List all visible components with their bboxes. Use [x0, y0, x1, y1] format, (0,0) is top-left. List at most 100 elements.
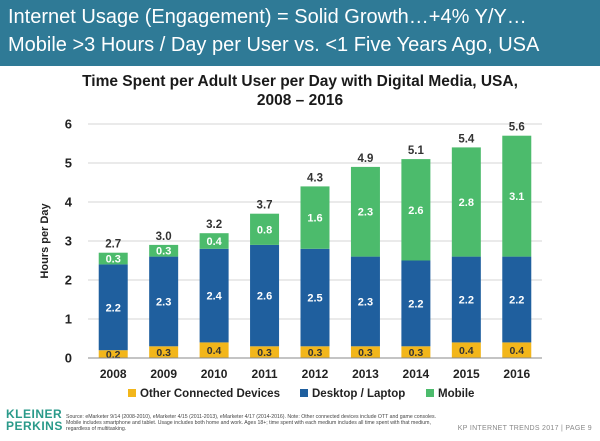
bar-stack-2009: 0.3 2.3 0.3 3.0 [149, 231, 179, 359]
bar-segment [502, 342, 532, 358]
segment-value-label: 2.2 [106, 302, 121, 314]
x-tick-label: 2010 [201, 367, 228, 381]
bar-segment [300, 346, 330, 358]
segment-value-label: 0.4 [509, 345, 524, 357]
x-axis: 2008 2009 2010 2011 2012 2013 2014 2015 2016 [100, 367, 531, 381]
total-value-label: 2.7 [105, 239, 121, 251]
bar-segment [98, 264, 128, 351]
legend-swatch [128, 389, 136, 397]
segment-value-label: 2.2 [459, 294, 474, 306]
segment-value-label: 0.4 [207, 345, 222, 357]
logo-line-2: PERKINS [6, 419, 63, 433]
segment-value-label: 0.3 [257, 347, 272, 359]
legend-swatch [300, 389, 308, 397]
x-tick-label: 2016 [503, 367, 530, 381]
y-tick-label: 1 [65, 312, 72, 327]
bar-segment [350, 346, 380, 358]
source-footnote: Source: eMarketer 9/14 (2008-2010), eMar… [66, 414, 437, 433]
x-tick-label: 2014 [403, 367, 430, 381]
segment-value-label: 0.3 [409, 347, 424, 359]
segment-value-label: 0.2 [106, 349, 121, 361]
bar-segment [250, 244, 280, 347]
segment-value-label: 0.4 [459, 345, 474, 357]
x-tick-label: 2013 [352, 367, 379, 381]
bar-segment [502, 135, 532, 257]
segment-value-label: 0.3 [106, 254, 121, 266]
total-value-label: 3.0 [156, 231, 172, 243]
legend: Other Connected Devices Desktop / Laptop M… [128, 388, 474, 400]
total-value-label: 3.7 [257, 200, 273, 212]
total-value-label: 5.6 [509, 122, 525, 134]
bars: 0.2 2.2 0.3 2.7 0.3 2.3 0.3 3.0 0.4 2.4 0.4 3.2 0.3 2… [98, 122, 532, 361]
legend-label: Mobile [438, 388, 474, 400]
segment-value-label: 2.4 [206, 291, 222, 303]
segment-value-label: 0.3 [358, 347, 373, 359]
bar-segment [199, 233, 229, 249]
x-tick-label: 2011 [252, 367, 278, 381]
bar-segment [98, 252, 128, 265]
bar-segment [199, 342, 229, 358]
bar-segment [149, 256, 179, 347]
segment-value-label: 2.2 [408, 298, 423, 310]
bar-segment [451, 342, 481, 358]
y-tick-label: 2 [65, 273, 72, 288]
page-footer: KP INTERNET TRENDS 2017 | PAGE 9 [457, 425, 592, 432]
bar-stack-2015: 0.4 2.2 2.8 5.4 [451, 133, 481, 358]
x-tick-label: 2012 [302, 367, 329, 381]
chart-title-line-1: Time Spent per Adult User per Day with D… [82, 73, 518, 90]
y-tick-label: 5 [65, 156, 72, 171]
bar-stack-2008: 0.2 2.2 0.3 2.7 [98, 239, 128, 361]
legend-swatch [426, 389, 434, 397]
segment-value-label: 2.3 [156, 296, 171, 308]
bar-segment [401, 346, 431, 358]
segment-value-label: 3.1 [509, 191, 524, 203]
bar-segment [149, 244, 179, 257]
segment-value-label: 2.5 [307, 293, 322, 305]
total-value-label: 4.3 [307, 172, 323, 184]
segment-value-label: 2.3 [358, 207, 373, 219]
bar-segment [199, 248, 229, 343]
x-tick-label: 2008 [100, 367, 127, 381]
x-tick-label: 2009 [150, 367, 177, 381]
bar-segment [502, 256, 532, 343]
chart-title: Time Spent per Adult User per Day with D… [60, 72, 540, 110]
segment-value-label: 2.2 [509, 294, 524, 306]
bar-stack-2014: 0.3 2.2 2.6 5.1 [401, 145, 431, 359]
y-axis: 0 1 2 3 4 5 6 Hours per Day [39, 117, 542, 366]
segment-value-label: 2.8 [459, 197, 474, 209]
y-axis-title: Hours per Day [39, 203, 51, 279]
bar-segment [250, 346, 280, 358]
bar-stack-2012: 0.3 2.5 1.6 4.3 [300, 172, 330, 359]
kleiner-perkins-logo: KLEINER PERKINS [6, 408, 63, 432]
segment-value-label: 0.3 [156, 347, 171, 359]
bar-segment [300, 248, 330, 347]
segment-value-label: 0.8 [257, 224, 272, 236]
bar-segment [300, 186, 330, 249]
total-value-label: 4.9 [357, 153, 373, 165]
bar-segment [350, 166, 380, 257]
segment-value-label: 0.3 [156, 246, 171, 258]
header-line-2: Mobile >3 Hours / Day per User vs. <1 Fi… [8, 34, 540, 56]
header-line-1: Internet Usage (Engagement) = Solid Grow… [8, 6, 527, 28]
bar-segment [350, 256, 380, 347]
header-banner: Internet Usage (Engagement) = Solid Grow… [0, 0, 600, 66]
x-tick-label: 2015 [453, 367, 480, 381]
segment-value-label: 2.6 [408, 205, 423, 217]
bar-stack-2016: 0.4 2.2 3.1 5.6 [502, 122, 532, 358]
bar-segment [451, 256, 481, 343]
y-tick-label: 3 [65, 234, 72, 249]
chart-title-line-2: 2008 – 2016 [256, 92, 344, 109]
segment-value-label: 2.6 [257, 291, 272, 303]
y-tick-label: 0 [65, 351, 72, 366]
logo-line-1: KLEINER [6, 407, 63, 421]
total-value-label: 5.4 [458, 133, 475, 145]
total-value-label: 3.2 [206, 219, 222, 231]
legend-label: Other Connected Devices [140, 388, 280, 400]
y-tick-label: 4 [65, 195, 73, 210]
bar-stack-2013: 0.3 2.3 2.3 4.9 [350, 153, 380, 359]
segment-value-label: 0.3 [308, 347, 323, 359]
bar-stack-2010: 0.4 2.4 0.4 3.2 [199, 219, 229, 358]
y-tick-label: 6 [65, 117, 72, 132]
bar-segment [401, 159, 431, 261]
